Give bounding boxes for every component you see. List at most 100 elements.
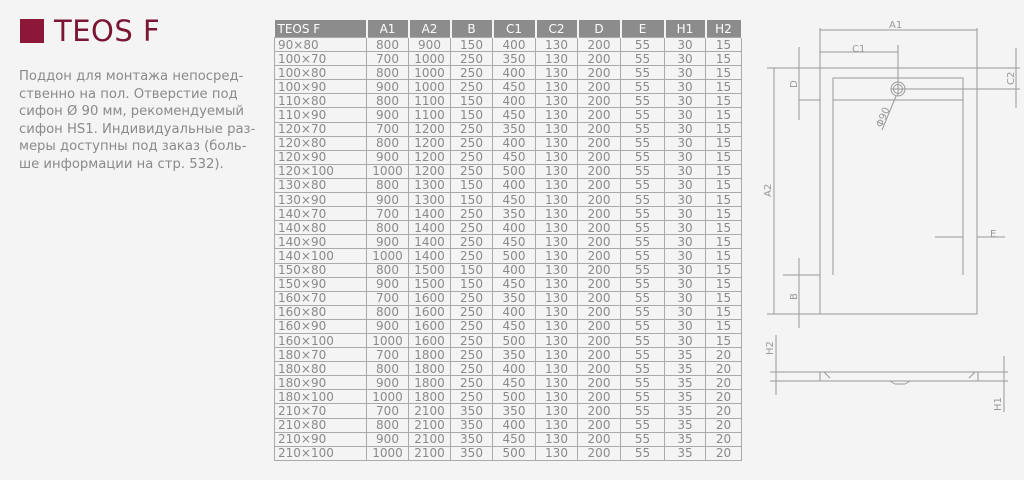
table-cell: 800 — [366, 93, 409, 109]
table-cell: 900 — [366, 107, 409, 123]
table-cell: 1100 — [408, 107, 451, 123]
table-cell: 700 — [366, 347, 409, 363]
table-cell: 200 — [577, 192, 621, 208]
shower-tray-drawing: A1 C1 D C2 A2 B E Φ90 H2 H1 — [763, 20, 1020, 412]
table-cell: 700 — [366, 290, 409, 306]
table-cell: 55 — [620, 262, 665, 278]
table-cell: 120×70 — [274, 121, 367, 137]
table-cell: 700 — [366, 51, 409, 67]
table-row: 180×90 900 1800 250 450 130 200 55 35 20 — [274, 375, 742, 391]
table-cell: 130 — [535, 163, 578, 179]
table-cell: 30 — [664, 206, 706, 222]
table-cell: 900 — [366, 276, 409, 292]
table-cell: 450 — [492, 375, 536, 391]
table-cell: 30 — [664, 220, 706, 236]
table-cell: 200 — [577, 445, 621, 461]
table-cell: 250 — [450, 318, 493, 334]
table-cell: 500 — [492, 163, 536, 179]
table-cell: 130 — [535, 107, 578, 123]
table-cell: 450 — [492, 431, 536, 447]
table-cell: 55 — [620, 332, 665, 349]
table-cell: 800 — [366, 177, 409, 194]
table-cell: 900 — [366, 375, 409, 391]
description-line: ше информации на стр. 532). — [19, 156, 224, 172]
table-row: 130×90 900 1300 150 450 130 200 55 30 15 — [274, 192, 742, 208]
table-cell: 200 — [577, 149, 621, 165]
table-cell: 210×70 — [274, 403, 367, 419]
table-cell: 1400 — [408, 234, 451, 250]
table-cell: 250 — [450, 163, 493, 179]
table-cell: 130 — [535, 206, 578, 222]
table-cell: 55 — [620, 51, 665, 67]
table-cell: 200 — [577, 290, 621, 306]
column-header: A1 — [366, 20, 410, 38]
table-cell: 800 — [366, 262, 409, 278]
table-cell: 55 — [620, 65, 665, 81]
table-cell: 250 — [450, 121, 493, 137]
table-row: 160×80 800 1600 250 400 130 200 55 30 15 — [274, 304, 742, 320]
table-cell: 400 — [492, 220, 536, 236]
table-row: 180×100 1000 1800 250 500 130 200 55 35 20 — [274, 389, 742, 405]
table-cell: 500 — [492, 332, 536, 349]
table-cell: 30 — [664, 276, 706, 292]
table-cell: 200 — [577, 65, 621, 81]
table-cell: 130 — [535, 361, 578, 377]
table-cell: 20 — [705, 403, 742, 419]
label-drain-diameter: Φ90 — [875, 106, 893, 129]
table-row: 100×90 900 1000 250 450 130 200 55 30 15 — [274, 79, 742, 95]
table-cell: 1600 — [408, 304, 451, 320]
table-cell: 160×80 — [274, 304, 367, 320]
table-cell: 150 — [450, 262, 493, 278]
table-cell: 900 — [408, 36, 451, 53]
description-line: Поддон для монтажа непосред- — [19, 69, 244, 84]
column-header: H2 — [705, 20, 743, 38]
table-cell: 250 — [450, 79, 493, 95]
table-cell: 200 — [577, 431, 621, 447]
table-cell: 800 — [366, 135, 409, 151]
title-square-marker — [20, 19, 44, 43]
table-row: 160×70 700 1600 250 350 130 200 55 30 15 — [274, 290, 742, 306]
table-cell: 55 — [620, 206, 665, 222]
product-title: TEOS F — [20, 14, 160, 48]
table-cell: 15 — [705, 149, 742, 165]
table-cell: 15 — [705, 163, 742, 179]
table-cell: 30 — [664, 290, 706, 306]
table-cell: 100×90 — [274, 79, 367, 95]
table-cell: 450 — [492, 79, 536, 95]
table-cell: 350 — [450, 403, 493, 419]
table-cell: 55 — [620, 347, 665, 363]
tray-top-view — [819, 67, 978, 315]
table-cell: 250 — [450, 248, 493, 264]
table-cell: 15 — [705, 121, 742, 137]
title-text: TEOS F — [54, 14, 161, 48]
table-cell: 400 — [492, 361, 536, 377]
table-cell: 180×100 — [274, 389, 367, 405]
table-cell: 150×80 — [274, 262, 367, 278]
table-cell: 350 — [450, 431, 493, 447]
dimension-lines — [767, 28, 1020, 328]
table-cell: 200 — [577, 135, 621, 151]
table-cell: 55 — [620, 149, 665, 165]
column-header: D — [577, 20, 622, 38]
table-cell: 800 — [366, 304, 409, 320]
table-row: 120×90 900 1200 250 450 130 200 55 30 15 — [274, 149, 742, 165]
table-cell: 30 — [664, 107, 706, 123]
table-cell: 100×80 — [274, 65, 367, 81]
table-cell: 30 — [664, 332, 706, 349]
table-cell: 55 — [620, 290, 665, 306]
description-line: сифон HS1. Индивидуальные раз- — [19, 121, 256, 137]
table-cell: 200 — [577, 248, 621, 264]
table-cell: 20 — [705, 445, 742, 461]
table-row: 120×70 700 1200 250 350 130 200 55 30 15 — [274, 121, 742, 137]
table-cell: 800 — [366, 36, 409, 53]
table-cell: 350 — [492, 403, 536, 419]
table-cell: 55 — [620, 220, 665, 236]
table-cell: 1200 — [408, 121, 451, 137]
table-cell: 30 — [664, 93, 706, 109]
table-cell: 400 — [492, 65, 536, 81]
table-cell: 15 — [705, 79, 742, 95]
table-cell: 110×90 — [274, 107, 367, 123]
table-cell: 1500 — [408, 262, 451, 278]
table-cell: 1000 — [366, 248, 409, 264]
table-cell: 150×90 — [274, 276, 367, 292]
